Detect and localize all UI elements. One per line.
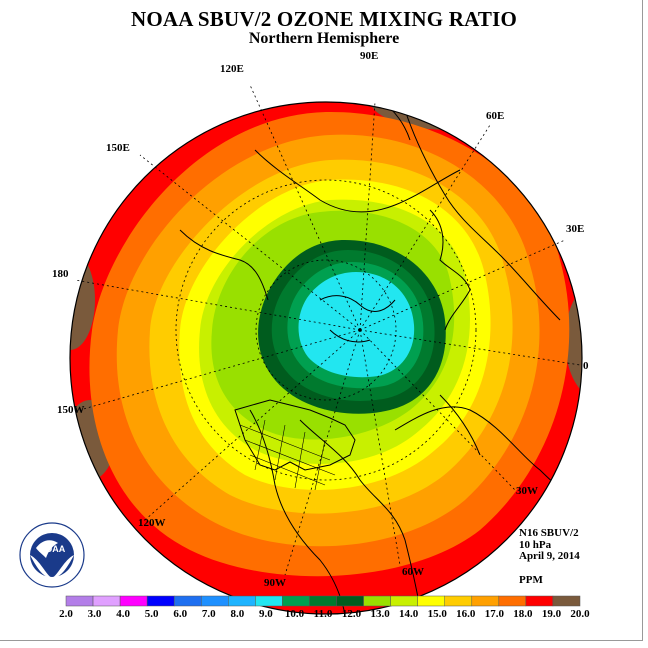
lat-circle-60 [175, 179, 477, 481]
colorbar-tick-label: 5.0 [144, 608, 159, 620]
lon-label-120w: 120W [138, 517, 166, 529]
lon-label-30w: 30W [516, 485, 538, 497]
colorbar-tick-label: 18.0 [513, 608, 533, 620]
colorbar-tick-label: 16.0 [456, 608, 476, 620]
colorbar-swatch [336, 595, 364, 607]
asia-coast-north [254, 149, 461, 213]
colorbar-swatch [444, 595, 473, 607]
meridian-180 [74, 279, 361, 331]
map-title: NOAA SBUV/2 OZONE MIXING RATIO [131, 7, 517, 31]
europe-scandinavia [429, 209, 471, 331]
colorbar-swatch [119, 595, 148, 607]
colorbar-tick-label: 15.0 [427, 608, 447, 620]
lon-label-120e: 120E [220, 63, 244, 75]
meridian-90e [359, 101, 376, 331]
colorbar-swatch [309, 595, 337, 607]
lon-label-60w: 60W [402, 566, 424, 578]
colorbar-swatch [471, 595, 500, 607]
colorbar-swatch [255, 595, 283, 607]
lon-label-0: 0 [583, 360, 589, 372]
lon-label-30e: 30E [566, 223, 585, 235]
us-states [239, 419, 336, 491]
lon-label-90w: 90W [264, 577, 286, 589]
lon-label-180: 180 [52, 268, 69, 280]
colorbar-swatch [282, 595, 310, 607]
noaa-logo: NOAA [19, 522, 85, 588]
colorbar [65, 595, 581, 607]
colorbar-swatch [173, 595, 202, 607]
colorbar-tick-label: 13.0 [370, 608, 390, 620]
colorbar-swatch [146, 595, 175, 607]
colorbar-swatch [390, 595, 418, 607]
colorbar-tick-label: 11.0 [313, 608, 333, 620]
instrument-label: N16 SBUV/2 [519, 527, 579, 539]
map-subtitle: Northern Hemisphere [248, 30, 400, 47]
colorbar-tick-label: 8.0 [230, 608, 245, 620]
colorbar-tick-label: 7.0 [201, 608, 216, 620]
logo-text: NOAA [39, 544, 66, 554]
colorbar-swatch [498, 595, 527, 607]
lon-label-150w: 150W [57, 404, 85, 416]
lat-circle-75 [255, 259, 397, 401]
lon-label-90e: 90E [360, 50, 379, 62]
asia-coast-east [404, 109, 561, 321]
greenland-coast [439, 394, 481, 456]
band-9 [298, 272, 415, 378]
americas-coast-east [299, 419, 426, 614]
colorbar-tick-label: 4.0 [116, 608, 130, 620]
colorbar-swatch [552, 595, 581, 607]
colorbar-tick-label: 10.0 [284, 608, 305, 620]
colorbar-tick-label: 2.0 [59, 608, 73, 620]
colorbar-tick-label: 14.0 [399, 608, 419, 620]
colorbar-tick-label: 3.0 [87, 608, 102, 620]
north-america [234, 399, 356, 471]
colorbar-swatch [363, 595, 391, 607]
meridian-0 [359, 329, 581, 366]
colorbar-swatch [228, 595, 256, 607]
colorbar-tick-label: 20.0 [570, 608, 590, 620]
colorbar-swatch [65, 595, 94, 607]
colorbar-tick-label: 9.0 [259, 608, 273, 620]
colorbar-tick-label: 17.0 [484, 608, 504, 620]
pressure-level-label: 10 hPa [519, 539, 552, 551]
colorbar-tick-label: 6.0 [173, 608, 188, 620]
colorbar-swatch [92, 595, 121, 607]
colorbar-swatch [201, 595, 229, 607]
graticule [74, 84, 581, 576]
meridian-150w [79, 329, 361, 411]
colorbar-swatch [525, 595, 554, 607]
meridian-30w [359, 329, 516, 491]
lon-label-150e: 150E [106, 142, 130, 154]
meridian-60e [359, 124, 491, 331]
colorbar-tick-label: 19.0 [541, 608, 562, 620]
brown-patch-e [565, 280, 582, 400]
date-label: April 9, 2014 [519, 550, 580, 562]
colorbar-tick-label: 12.0 [341, 608, 362, 620]
siberia-coast [179, 229, 269, 301]
map-boundary [69, 101, 583, 615]
meridian-30e [359, 239, 566, 331]
lon-label-60e: 60E [486, 110, 505, 122]
colorbar-swatch [417, 595, 445, 607]
units-label: PPM [519, 574, 543, 586]
meridian-150e [139, 154, 361, 331]
